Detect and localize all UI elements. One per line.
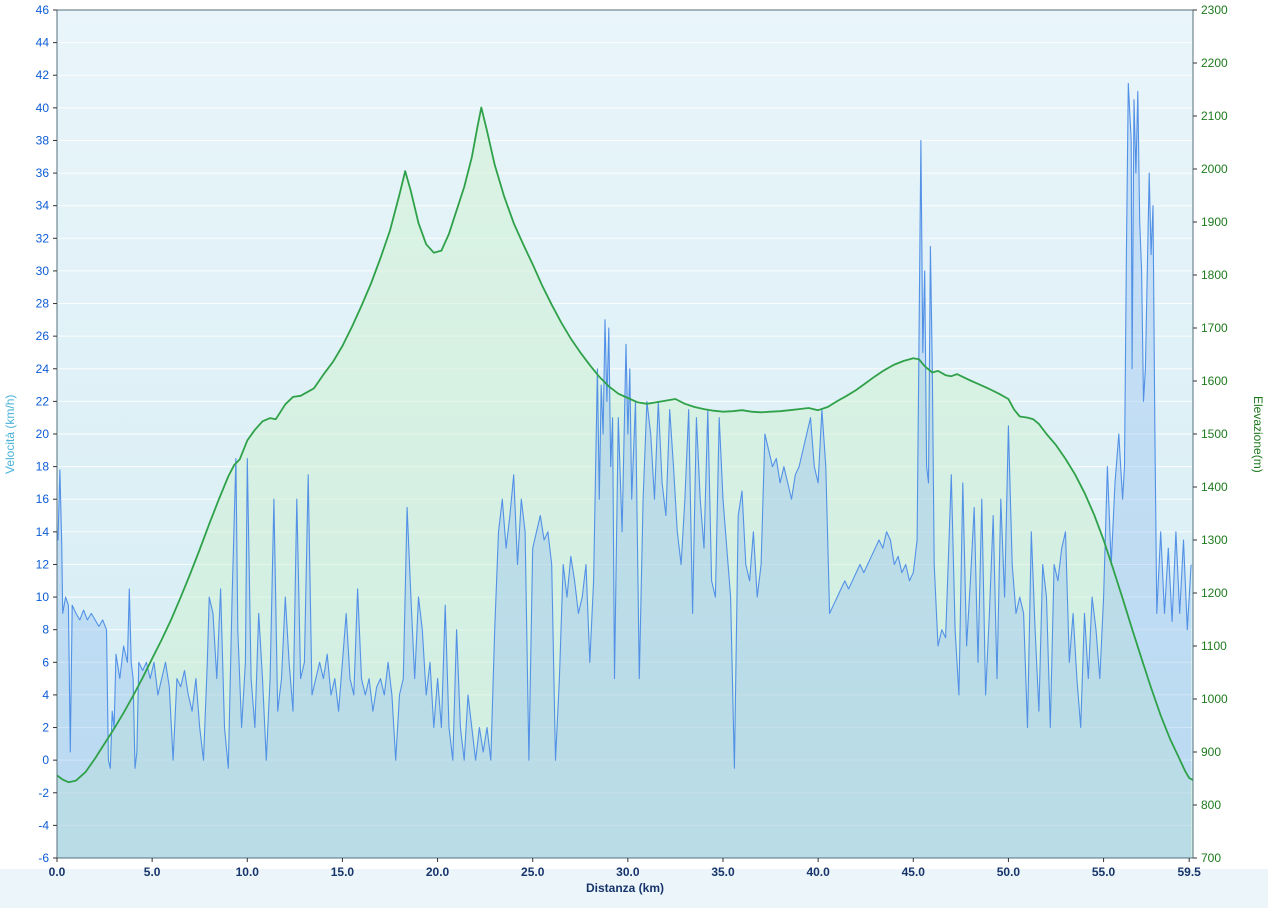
- x-tick-label: 0.0: [49, 865, 66, 879]
- left-tick-label: 34: [36, 199, 50, 213]
- x-tick-label: 50.0: [997, 865, 1021, 879]
- left-tick-label: 30: [36, 264, 50, 278]
- left-tick-label: 42: [36, 68, 50, 82]
- right-tick-label: 1800: [1201, 268, 1228, 282]
- left-tick-label: 28: [36, 297, 50, 311]
- left-tick-label: 18: [36, 460, 50, 474]
- right-tick-label: 900: [1201, 745, 1221, 759]
- x-tick-label: 55.0: [1092, 865, 1116, 879]
- left-tick-label: 10: [36, 590, 50, 604]
- left-tick-label: 24: [36, 362, 50, 376]
- left-tick-label: 2: [42, 721, 49, 735]
- left-tick-label: 22: [36, 394, 50, 408]
- left-tick-label: 8: [42, 623, 49, 637]
- left-tick-label: 26: [36, 329, 50, 343]
- x-tick-label: 40.0: [806, 865, 830, 879]
- left-tick-label: 36: [36, 166, 50, 180]
- left-tick-label: 0: [42, 753, 49, 767]
- x-tick-label: 45.0: [902, 865, 926, 879]
- left-tick-label: 6: [42, 655, 49, 669]
- right-tick-label: 1200: [1201, 586, 1228, 600]
- right-tick-label: 2200: [1201, 56, 1228, 70]
- right-tick-label: 1900: [1201, 215, 1228, 229]
- x-tick-label: 5.0: [144, 865, 161, 879]
- left-tick-label: 32: [36, 231, 50, 245]
- x-tick-label: 10.0: [236, 865, 260, 879]
- x-tick-label: 15.0: [331, 865, 355, 879]
- right-tick-label: 800: [1201, 798, 1221, 812]
- right-tick-label: 1400: [1201, 480, 1228, 494]
- left-tick-label: 12: [36, 557, 50, 571]
- left-tick-label: 40: [36, 101, 50, 115]
- right-tick-label: 2000: [1201, 162, 1228, 176]
- right-tick-label: 1100: [1201, 639, 1227, 653]
- right-tick-label: 1700: [1201, 321, 1228, 335]
- elevation-line: [56, 106, 1194, 784]
- left-tick-label: 4: [42, 688, 49, 702]
- x-tick-label: 35.0: [711, 865, 735, 879]
- x-tick-label: 30.0: [616, 865, 640, 879]
- left-tick-label: -4: [38, 818, 49, 832]
- left-tick-label: 46: [36, 3, 50, 17]
- left-tick-label: 16: [36, 492, 50, 506]
- left-tick-label: 20: [36, 427, 50, 441]
- x-tick-label: 20.0: [426, 865, 450, 879]
- right-tick-label: 1600: [1201, 374, 1228, 388]
- left-tick-label: 14: [36, 525, 50, 539]
- x-axis-title: Distanza (km): [585, 881, 665, 895]
- right-tick-label: 2300: [1201, 3, 1228, 17]
- right-axis-title: Elevazione(m): [1251, 395, 1265, 473]
- left-tick-label: 38: [36, 133, 50, 147]
- x-tick-label: 25.0: [521, 865, 545, 879]
- left-axis-title: Velocità (km/h): [3, 394, 17, 474]
- speed-line: [56, 82, 1192, 769]
- bottom-strip: [0, 869, 1268, 908]
- right-tick-label: 1300: [1201, 533, 1228, 547]
- x-tick-label: 59.5: [1178, 865, 1202, 879]
- right-tick-label: 700: [1201, 851, 1221, 865]
- left-tick-label: -2: [38, 786, 49, 800]
- right-tick-label: 2100: [1201, 109, 1228, 123]
- right-tick-label: 1500: [1201, 427, 1228, 441]
- left-tick-label: -6: [38, 851, 49, 865]
- right-tick-label: 1000: [1201, 692, 1228, 706]
- elevation-area: [57, 107, 1193, 858]
- speed-area: [57, 83, 1192, 858]
- left-tick-label: 44: [36, 36, 50, 50]
